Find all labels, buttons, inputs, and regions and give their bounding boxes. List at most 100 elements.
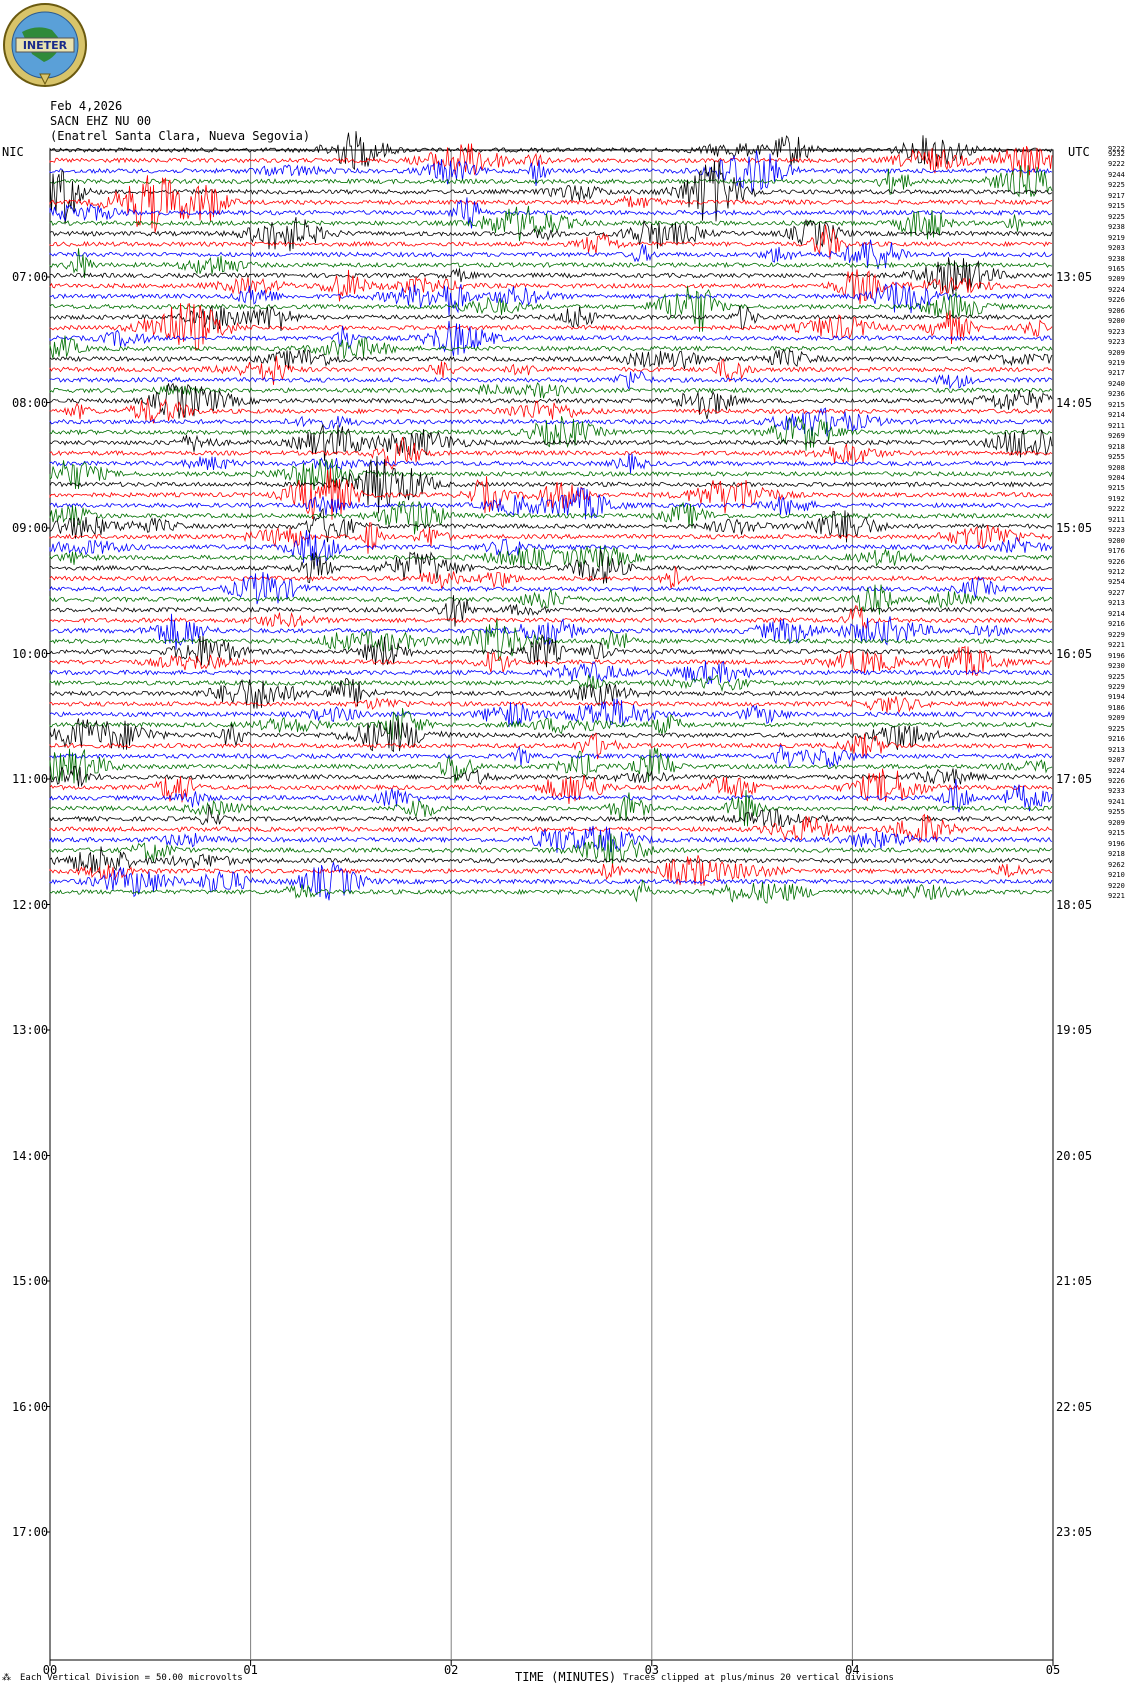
seismic-trace: [49, 467, 1053, 520]
seismic-trace: [49, 718, 1053, 753]
trace-count-label: 9223: [1108, 526, 1125, 535]
right-time-label: 22:05: [1056, 1399, 1093, 1414]
trace-count-label: 9222: [1108, 505, 1125, 514]
trace-count-label: 9214: [1108, 411, 1125, 420]
seismic-trace: [49, 765, 1053, 788]
left-time-label: 12:00: [12, 897, 49, 912]
trace-count-label: 9221: [1108, 891, 1125, 900]
trace-count-label: 9224: [1108, 766, 1125, 775]
seismic-trace: [49, 879, 1053, 904]
trace-count-label: 9219: [1108, 233, 1125, 242]
x-tick-label: 02: [443, 1663, 459, 1677]
trace-count-label: 9217: [1108, 369, 1125, 378]
seismic-trace: [49, 371, 1053, 390]
x-tick-label: 03: [644, 1663, 660, 1677]
seismic-trace: [49, 549, 1053, 584]
seismic-trace: [49, 571, 1053, 605]
seismic-trace: [49, 382, 1053, 399]
trace-count-label: 9226: [1108, 296, 1125, 305]
seismic-trace: [49, 150, 1053, 193]
seismic-trace: [49, 407, 1053, 437]
trace-count-label: 9223: [1108, 338, 1125, 347]
trace-count-label: 9226: [1108, 777, 1125, 785]
left-time-label: 17:00: [12, 1525, 49, 1539]
seismic-trace: [49, 545, 1053, 569]
trace-count-label: 9211: [1108, 421, 1125, 430]
trace-count-label: 9209: [1108, 714, 1125, 723]
station-code: SACN EHZ NU 00: [50, 114, 152, 128]
left-time-label: 11:00: [12, 772, 49, 786]
trace-count-label: 9192: [1108, 494, 1125, 503]
left-time-label: 10:00: [12, 646, 49, 661]
seismic-trace: [49, 456, 1053, 514]
trace-count-label: 9219: [1108, 359, 1125, 367]
seismic-trace: [49, 175, 1053, 233]
seismic-trace: [49, 779, 1053, 813]
seismic-trace: [49, 566, 1053, 590]
trace-count-label: 9208: [1108, 463, 1125, 472]
trace-count-label: 9165: [1108, 264, 1125, 273]
seismic-trace: [49, 747, 1053, 784]
seismic-trace: [49, 696, 1052, 714]
plot-frame: [49, 149, 1054, 1661]
trace-count-label: 9241: [1108, 797, 1125, 806]
trace-count-label: 9210: [1108, 871, 1125, 880]
trace-count-label: 9186: [1108, 703, 1125, 712]
seismic-trace: [49, 143, 1053, 178]
right-time-label: 14:05: [1056, 395, 1093, 410]
seismic-trace: [49, 790, 1053, 827]
trace-count-label: 9222: [1108, 160, 1125, 169]
seismic-trace: [49, 320, 1053, 356]
left-axis-title: NIC: [2, 145, 24, 159]
seismic-trace: [49, 529, 1053, 566]
seismic-trace: [49, 825, 1053, 853]
trace-count-label: 9233: [1108, 787, 1125, 796]
right-axis-title: UTC: [1068, 145, 1090, 159]
trace-count-label: 9227: [1108, 588, 1125, 597]
seismic-trace: [49, 281, 1053, 316]
seismic-trace: [49, 415, 1053, 451]
seismic-trace: [49, 846, 1053, 874]
trace-count-label: 9223: [1108, 327, 1125, 336]
trace-count-label: 9225: [1108, 212, 1125, 221]
trace-count-label: 9218: [1108, 442, 1125, 451]
seismic-trace: [49, 335, 1053, 359]
trace-count-label: 9196: [1108, 651, 1125, 660]
top-count-label: 9222: [1108, 145, 1125, 153]
trace-count-label: 9209: [1108, 275, 1125, 284]
footer-clip-note: Traces clipped at plus/minus 20 vertical…: [623, 1673, 894, 1683]
right-time-label: 18:05: [1056, 897, 1093, 912]
left-time-label: 16:00: [12, 1399, 49, 1414]
trace-count-label: 9225: [1108, 181, 1125, 190]
right-time-label: 20:05: [1056, 1148, 1093, 1163]
seismic-trace: [49, 613, 1053, 650]
left-time-label: 07:00: [12, 270, 49, 284]
trace-count-label: 9203: [1108, 244, 1125, 253]
trace-count-label: 9229: [1108, 630, 1125, 639]
seismic-trace: [49, 453, 1053, 474]
trace-count-label: 9213: [1108, 599, 1125, 608]
trace-count-label: 9232: [1108, 150, 1125, 158]
right-time-label: 15:05: [1056, 521, 1093, 535]
seismic-trace: [49, 285, 1053, 332]
trace-count-label: 9200: [1108, 317, 1125, 326]
trace-count-label: 9238: [1108, 223, 1125, 232]
trace-count-label: 9244: [1108, 170, 1125, 179]
trace-count-label: 9207: [1108, 756, 1125, 765]
seismic-trace: [49, 500, 1053, 535]
right-time-label: 13:05: [1056, 270, 1093, 284]
seismic-trace: [49, 424, 1053, 461]
seismic-trace: [49, 197, 1053, 229]
seismic-trace: [49, 660, 1053, 685]
trace-count-label: 9229: [1108, 682, 1125, 691]
seismic-trace: [49, 348, 1053, 370]
x-tick-label: 05: [1045, 1663, 1061, 1677]
trace-count-label: 9215: [1108, 400, 1125, 409]
seismic-trace: [49, 744, 1053, 768]
logo-text: INETER: [23, 39, 68, 52]
trace-count-label: 9215: [1108, 202, 1125, 211]
trace-count-label: 9216: [1108, 620, 1125, 629]
seismic-trace: [49, 645, 1052, 677]
seismic-trace: [49, 678, 1053, 709]
seismic-trace: [49, 813, 1053, 844]
